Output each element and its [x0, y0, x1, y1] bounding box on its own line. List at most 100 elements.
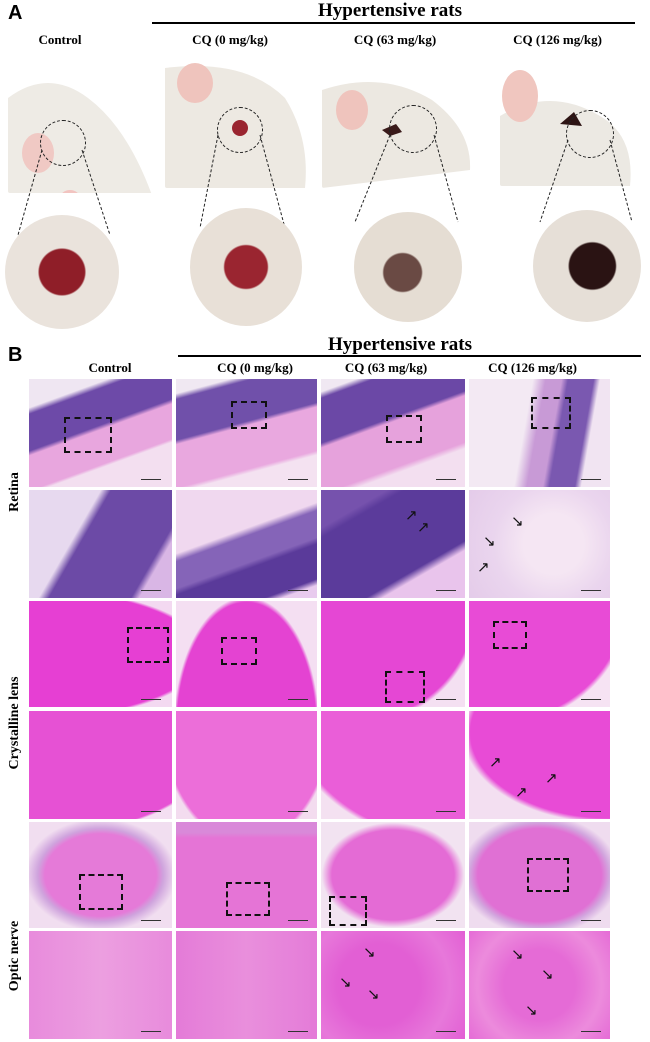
roi-box	[329, 896, 367, 926]
scale-bar	[581, 811, 601, 812]
zoom-connector-lines	[17, 134, 633, 236]
arrow-icon: ↘	[367, 985, 380, 1003]
optic-low-control	[29, 822, 172, 928]
optic-low-cq126	[469, 822, 610, 928]
panel-b-group-title: Hypertensive rats	[327, 334, 473, 355]
optic-high-control	[29, 931, 172, 1039]
scale-bar	[436, 590, 456, 591]
lens-low-cq0	[176, 601, 317, 707]
retina-low-cq63	[321, 379, 465, 487]
lens-low-cq63	[321, 601, 465, 707]
scale-bar	[581, 920, 601, 921]
eye-ring-control	[40, 120, 86, 166]
roi-box	[79, 874, 123, 910]
retina-high-cq0	[176, 490, 317, 598]
eye-ring-cq0	[217, 107, 263, 153]
roi-box	[531, 397, 571, 429]
retina-low-cq126	[469, 379, 610, 487]
optic-high-cq126: ↘ ↘ ↘	[469, 931, 610, 1039]
arrow-icon: ↘	[483, 532, 496, 550]
scale-bar	[288, 920, 308, 921]
panel-b-col-cq0: CQ (0 mg/kg)	[217, 360, 293, 375]
scale-bar	[581, 479, 601, 480]
scale-bar	[436, 699, 456, 700]
scale-bar	[436, 479, 456, 480]
eye-zoom-cq63	[354, 212, 462, 322]
optic-low-cq63	[321, 822, 465, 928]
panel-b-col-cq126: CQ (126 mg/kg)	[488, 360, 577, 375]
roi-box	[493, 621, 527, 649]
roi-box	[386, 415, 422, 443]
eye-zoom-cq126	[533, 210, 641, 322]
scale-bar	[141, 920, 161, 921]
panel-a-group-title: Hypertensive rats	[317, 0, 463, 21]
panel-b-col-cq63: CQ (63 mg/kg)	[344, 360, 428, 375]
arrow-icon: ↗	[545, 769, 558, 787]
arrow-icon: ↗	[405, 506, 418, 524]
scale-bar	[288, 590, 308, 591]
lens-low-control	[29, 601, 172, 707]
row-label-retina: Retina	[7, 472, 22, 512]
eye-ring-cq126	[566, 110, 614, 158]
row-label-crystalline-lens: Crystalline lens	[7, 676, 22, 770]
scale-bar	[581, 590, 601, 591]
lens-high-control	[29, 711, 172, 819]
roi-box	[64, 417, 112, 453]
retina-high-cq126: ↘ ↘ ↗	[469, 490, 610, 598]
arrow-icon: ↘	[525, 1001, 538, 1019]
scale-bar	[141, 811, 161, 812]
roi-box	[527, 858, 569, 892]
arrow-icon: ↗	[477, 558, 490, 576]
scale-bar	[288, 699, 308, 700]
panel-a-col-cq63: CQ (63 mg/kg)	[353, 32, 437, 47]
retina-low-control	[29, 379, 172, 487]
scale-bar	[436, 811, 456, 812]
panel-a-col-control: Control	[38, 32, 82, 47]
scale-bar	[141, 479, 161, 480]
panel-b-col-control: Control	[88, 360, 132, 375]
eye-zoom-cq0	[190, 208, 302, 326]
panel-a-col-cq0: CQ (0 mg/kg)	[192, 32, 268, 47]
arrow-icon: ↘	[511, 512, 524, 530]
row-label-optic-nerve: Optic nerve	[7, 920, 22, 992]
optic-high-cq0	[176, 931, 317, 1039]
arrow-icon: ↗	[417, 518, 430, 536]
optic-high-cq63: ↘ ↘ ↘	[321, 931, 465, 1039]
roi-box	[127, 627, 169, 663]
scale-bar	[436, 1031, 456, 1032]
arrow-icon: ↘	[511, 945, 524, 963]
roi-box	[226, 882, 270, 916]
arrow-icon: ↘	[339, 973, 352, 991]
arrow-icon: ↗	[515, 783, 528, 801]
scale-bar	[436, 920, 456, 921]
eye-zoom-control	[5, 215, 119, 329]
optic-low-cq0	[176, 822, 317, 928]
roi-box	[221, 637, 257, 665]
scale-bar	[288, 1031, 308, 1032]
lens-low-cq126	[469, 601, 610, 707]
retina-high-control	[29, 490, 172, 598]
lens-high-cq0	[176, 711, 317, 819]
eye-ring-cq63	[389, 105, 437, 153]
roi-box	[385, 671, 425, 703]
retina-high-cq63: ↗ ↗	[321, 490, 465, 598]
scale-bar	[288, 811, 308, 812]
roi-box	[231, 401, 267, 429]
scale-bar	[288, 479, 308, 480]
scale-bar	[581, 1031, 601, 1032]
panel-a-col-cq126: CQ (126 mg/kg)	[513, 32, 602, 47]
lens-high-cq126: ↗ ↗ ↗	[469, 711, 610, 819]
panel-b-letter: B	[8, 344, 23, 366]
arrow-icon: ↘	[541, 965, 554, 983]
arrow-icon: ↗	[489, 753, 502, 771]
scale-bar	[141, 699, 161, 700]
lens-high-cq63	[321, 711, 465, 819]
scale-bar	[581, 699, 601, 700]
panel-a-letter: A	[8, 2, 23, 24]
retina-low-cq0	[176, 379, 317, 487]
panel-a-group-rule	[152, 22, 635, 24]
arrow-icon: ↘	[363, 943, 376, 961]
scale-bar	[141, 590, 161, 591]
panel-b-group-rule	[178, 355, 641, 357]
scale-bar	[141, 1031, 161, 1032]
